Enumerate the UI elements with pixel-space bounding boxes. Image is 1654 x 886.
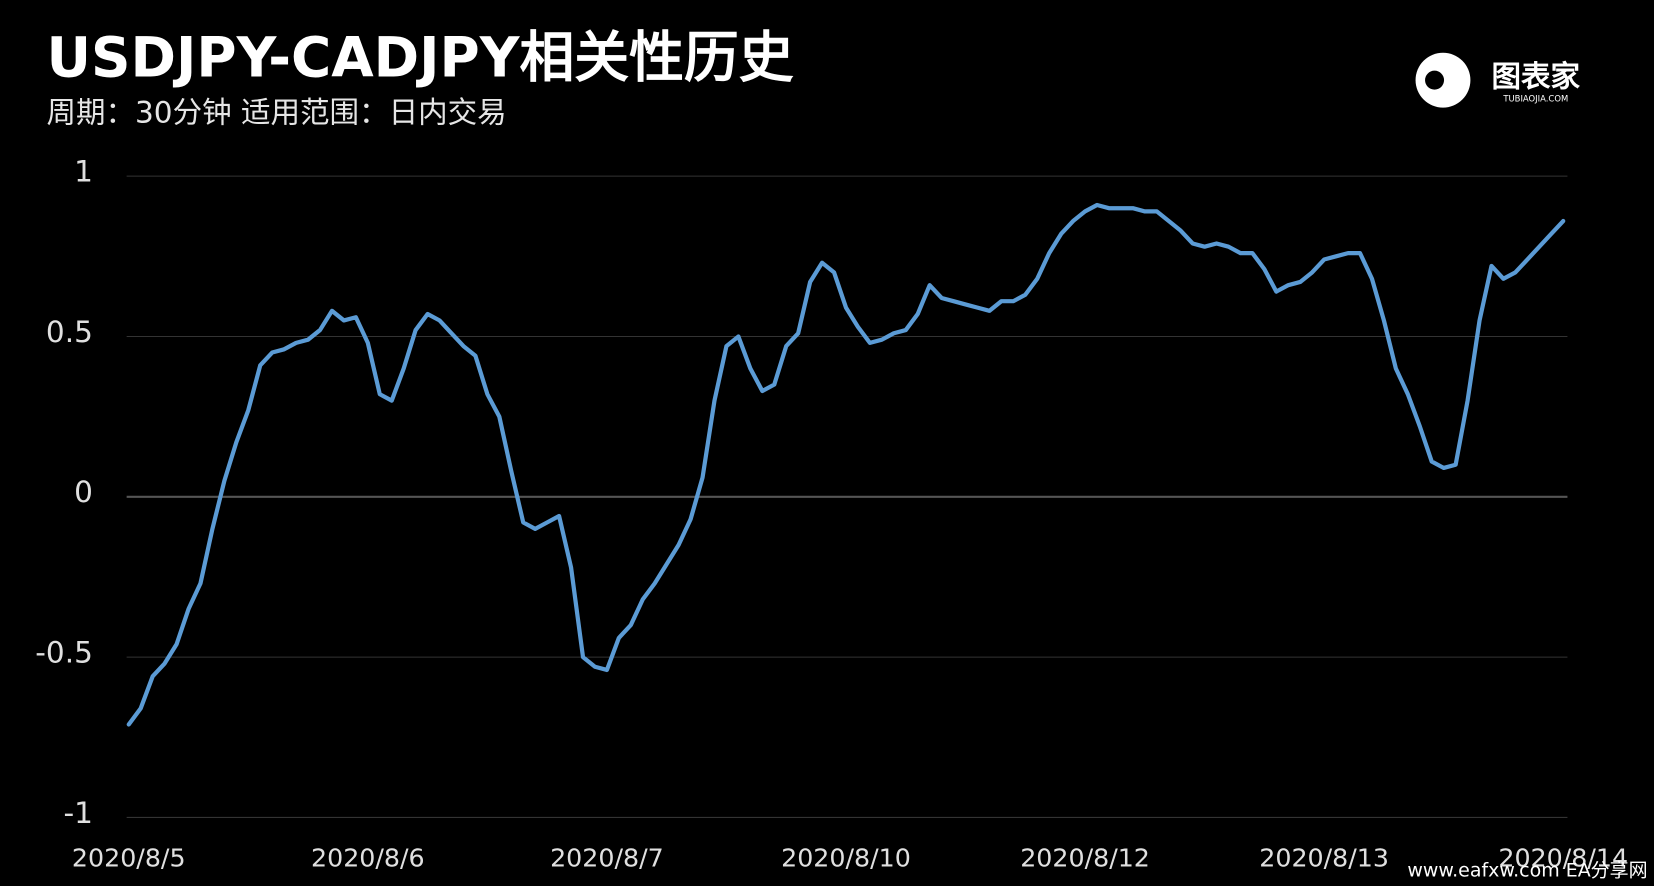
plot-area: -1 -0.5 0 0.5 1 2020/8/5 2020/8/6 2020/8/7 2020/… (35, 154, 1628, 872)
y-tick-label: -1 (63, 796, 92, 830)
logo: 图表家 TUBIAOJIA.COM (1415, 52, 1581, 108)
y-tick-label: 0.5 (46, 315, 93, 349)
x-tick-label: 2020/8/14 (1498, 844, 1628, 873)
logo-name: 图表家 (1492, 60, 1581, 94)
x-tick-label: 2020/8/5 (72, 844, 186, 873)
x-tick-label: 2020/8/7 (550, 844, 664, 873)
x-tick-label: 2020/8/6 (311, 844, 425, 873)
data-line (126, 202, 1566, 727)
chart-title: USDJPY-CADJPY相关性历史 (46, 25, 793, 89)
y-tick-label: 1 (74, 154, 93, 188)
x-tick-label: 2020/8/10 (781, 844, 911, 873)
watermark: www.eafxw.com EA分享网 (1407, 860, 1647, 882)
logo-site: TUBIAOJIA.COM (1502, 94, 1568, 104)
x-tick-label: 2020/8/13 (1259, 844, 1389, 873)
y-tick-label: 0 (74, 475, 93, 509)
y-tick-label: -0.5 (35, 635, 93, 669)
x-tick-label: 2020/8/12 (1020, 844, 1150, 873)
chart-subtitle: 周期：30分钟 适用范围：日内交易 (46, 95, 506, 129)
logo-icon-detail (1425, 70, 1445, 90)
